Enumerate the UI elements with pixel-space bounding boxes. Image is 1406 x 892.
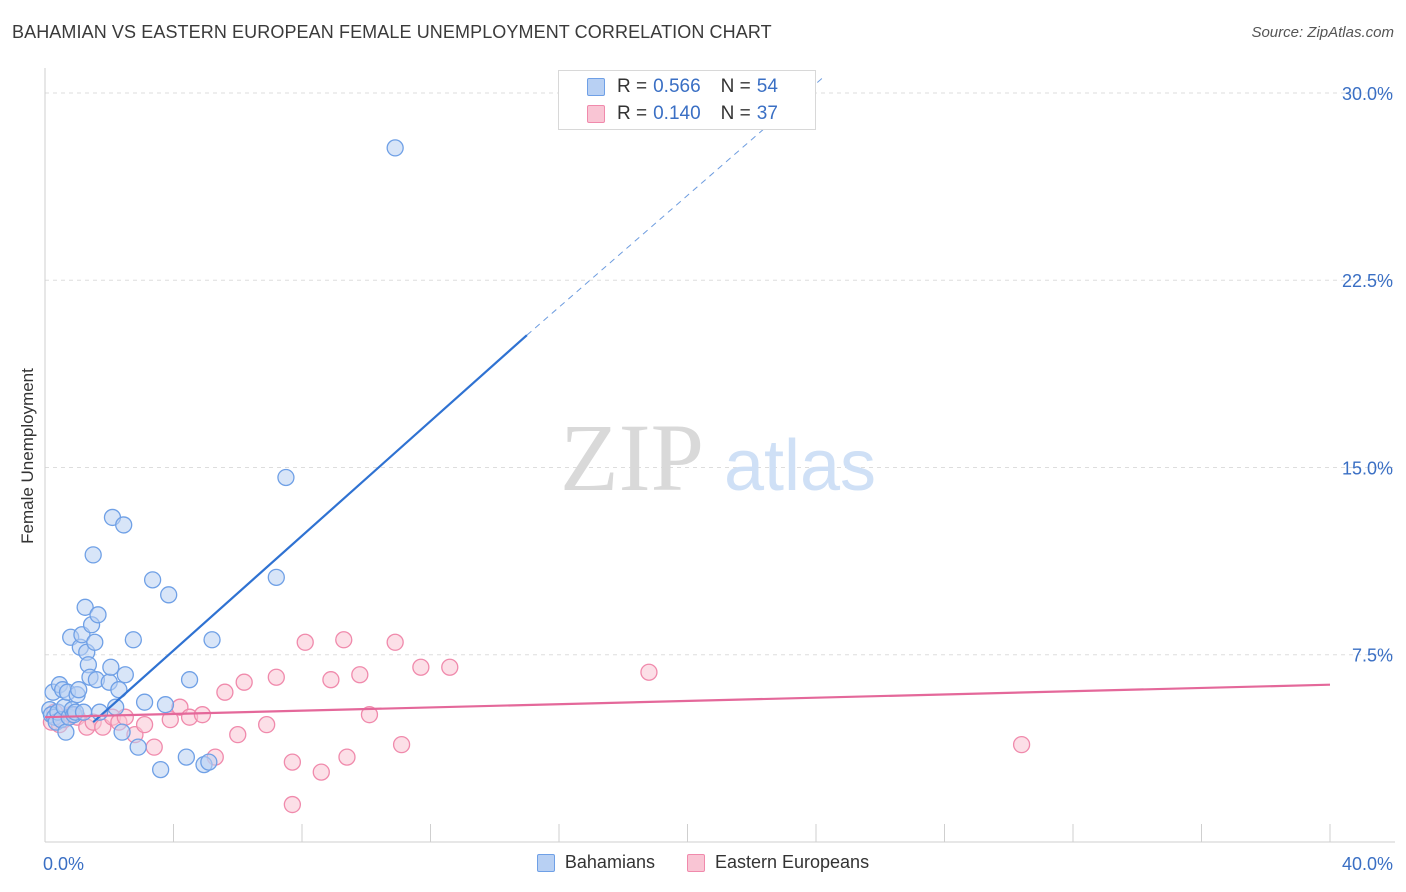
watermark: ZIP atlas <box>560 404 876 511</box>
series-legend: Bahamians Eastern Europeans <box>0 852 1406 873</box>
y-tick-label: 22.5% <box>1342 271 1393 291</box>
point-bahamians <box>203 631 221 649</box>
point-eastern-europeans <box>235 673 253 691</box>
point-bahamians <box>102 658 120 676</box>
stats-legend: R = 0.566 N = 54 R = 0.140 N = 37 <box>558 70 816 130</box>
trendlines <box>44 77 1331 723</box>
trendline-bahamians <box>92 334 528 723</box>
x-tick-label-max: 40.0% <box>1342 854 1393 874</box>
trendline-eastern-europeans <box>44 683 1331 719</box>
point-bahamians <box>70 681 88 699</box>
legend-label-eastern-europeans: Eastern Europeans <box>714 852 870 872</box>
series-eastern-europeans <box>42 631 1031 814</box>
legend-swatch-blue <box>587 78 605 96</box>
point-eastern-europeans <box>312 763 330 781</box>
point-eastern-europeans <box>351 666 369 684</box>
n-label: N = <box>720 103 751 124</box>
series-bahamians <box>41 139 404 779</box>
point-eastern-europeans <box>640 663 658 681</box>
point-eastern-europeans <box>335 631 353 649</box>
source-label: Source: ZipAtlas.com <box>1251 24 1394 41</box>
point-eastern-europeans <box>1012 735 1031 754</box>
r-value: 0.140 <box>653 103 701 124</box>
tick-labels: 7.5% 15.0% 22.5% 30.0% 0.0% 40.0% <box>43 84 1393 874</box>
point-eastern-europeans <box>412 658 430 676</box>
r-value: 0.566 <box>653 76 701 97</box>
point-bahamians <box>76 598 94 616</box>
n-value: 37 <box>756 103 778 124</box>
n-label: N = <box>720 76 751 97</box>
point-eastern-europeans <box>338 748 356 766</box>
point-bahamians <box>116 666 134 684</box>
point-eastern-europeans <box>283 795 302 814</box>
legend-swatch-blue <box>536 853 555 872</box>
legend-label-bahamians: Bahamians <box>564 852 655 872</box>
point-bahamians <box>110 681 128 699</box>
point-bahamians <box>151 760 170 779</box>
point-eastern-europeans <box>392 735 411 754</box>
point-bahamians <box>156 696 175 714</box>
legend-swatch-pink <box>587 105 605 123</box>
point-bahamians <box>124 631 142 649</box>
point-bahamians <box>86 633 104 651</box>
point-eastern-europeans <box>145 738 163 756</box>
grid-lines <box>45 92 1395 656</box>
stats-row-bahamians: R = 0.566 N = 54 <box>587 75 778 99</box>
stats-row-eastern-europeans: R = 0.140 N = 37 <box>587 102 778 126</box>
point-eastern-europeans <box>441 658 459 676</box>
point-bahamians <box>177 748 196 766</box>
point-eastern-europeans <box>386 633 404 651</box>
point-eastern-europeans <box>135 716 154 734</box>
y-tick-label: 30.0% <box>1342 84 1393 104</box>
point-bahamians <box>277 468 295 487</box>
r-label: R = <box>617 76 648 97</box>
watermark-atlas: atlas <box>724 426 876 506</box>
watermark-zip: ZIP <box>560 404 704 511</box>
n-value: 54 <box>756 76 778 97</box>
point-bahamians <box>89 606 107 624</box>
point-bahamians <box>200 753 218 771</box>
point-eastern-europeans <box>193 706 212 724</box>
point-eastern-europeans <box>283 753 302 771</box>
chart-title: BAHAMIAN VS EASTERN EUROPEAN FEMALE UNEM… <box>12 22 772 42</box>
axes <box>44 68 1395 843</box>
point-bahamians <box>143 571 162 589</box>
x-tick-label-min: 0.0% <box>43 854 84 874</box>
y-tick-label: 7.5% <box>1352 646 1393 666</box>
legend-item-eastern-europeans[interactable]: Eastern Europeans <box>686 852 870 873</box>
point-eastern-europeans <box>229 725 247 744</box>
point-eastern-europeans <box>216 683 234 701</box>
point-bahamians <box>74 703 93 721</box>
point-bahamians <box>129 738 147 756</box>
point-eastern-europeans <box>322 671 340 689</box>
legend-item-bahamians[interactable]: Bahamians <box>536 852 655 873</box>
point-eastern-europeans <box>258 716 276 734</box>
point-bahamians <box>160 586 178 604</box>
point-bahamians <box>180 671 199 689</box>
point-bahamians <box>113 723 131 741</box>
point-bahamians <box>115 516 133 534</box>
legend-swatch-pink <box>686 853 705 872</box>
point-bahamians <box>84 546 102 564</box>
point-bahamians <box>386 139 404 157</box>
point-bahamians <box>135 693 154 711</box>
y-tick-label: 15.0% <box>1342 458 1393 478</box>
r-label: R = <box>617 103 648 124</box>
y-axis-title: Female Unemployment <box>18 368 37 544</box>
point-eastern-europeans <box>360 706 379 724</box>
point-bahamians <box>57 723 75 741</box>
point-eastern-europeans <box>296 633 314 651</box>
point-eastern-europeans <box>267 668 285 686</box>
point-bahamians <box>267 568 285 586</box>
